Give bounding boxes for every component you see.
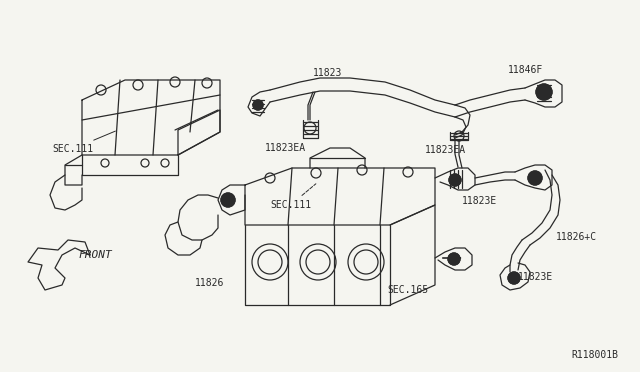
Circle shape [448, 253, 460, 265]
Circle shape [449, 174, 461, 186]
Circle shape [253, 100, 263, 110]
Text: FRONT: FRONT [78, 250, 112, 260]
Text: 11823E: 11823E [462, 196, 497, 206]
Circle shape [221, 193, 235, 207]
Text: 11823EA: 11823EA [264, 143, 305, 153]
Text: 11823: 11823 [314, 68, 342, 78]
Text: SEC.111: SEC.111 [52, 131, 115, 154]
Text: 11826+C: 11826+C [556, 232, 597, 242]
Text: SEC.111: SEC.111 [270, 184, 316, 210]
Text: 11823E: 11823E [518, 272, 553, 282]
Text: 11826: 11826 [195, 278, 225, 288]
Circle shape [536, 84, 552, 100]
Circle shape [508, 272, 520, 284]
Text: SEC.165: SEC.165 [387, 285, 429, 295]
Text: 11823EA: 11823EA [424, 145, 465, 155]
Circle shape [528, 171, 542, 185]
Text: R118001B: R118001B [571, 350, 618, 360]
Text: 11846F: 11846F [508, 65, 543, 75]
